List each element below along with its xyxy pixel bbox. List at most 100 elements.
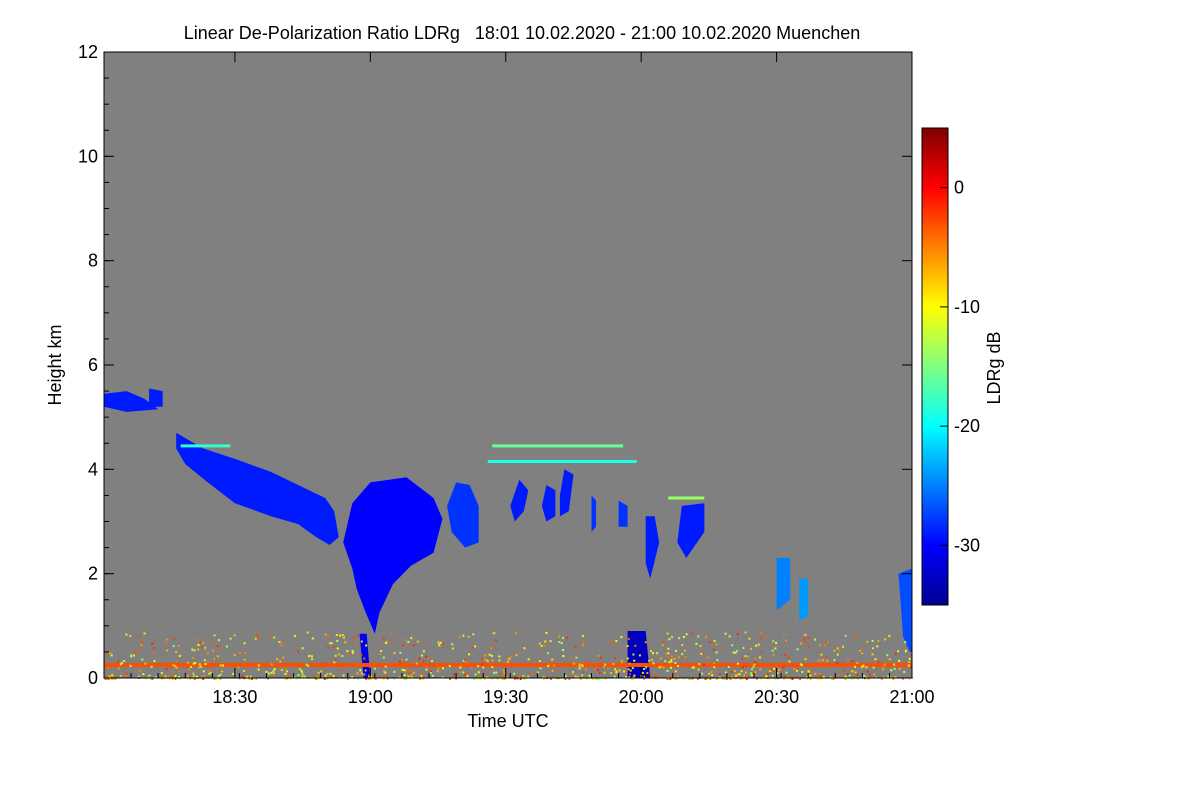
speckle-point — [586, 678, 589, 680]
speckle-point — [789, 677, 792, 680]
speckle-point — [759, 668, 762, 671]
speckle-point — [458, 635, 461, 638]
speckle-point — [819, 644, 822, 647]
speckle-point — [682, 677, 685, 680]
speckle-point — [198, 663, 201, 666]
speckle-point — [735, 674, 738, 677]
speckle-point — [706, 656, 709, 659]
speckle-point — [809, 674, 812, 677]
speckle-point — [627, 637, 630, 640]
speckle-point — [411, 676, 413, 679]
layer-surface-layer-4 — [104, 663, 912, 667]
speckle-point — [270, 671, 273, 674]
speckle-point — [578, 664, 581, 667]
speckle-point — [485, 658, 488, 661]
speckle-point — [338, 653, 341, 656]
speckle-point — [179, 677, 182, 680]
speckle-point — [186, 675, 189, 678]
speckle-point — [766, 636, 769, 639]
speckle-point — [615, 670, 618, 673]
speckle-point — [742, 647, 745, 649]
speckle-point — [851, 670, 854, 673]
speckle-point — [436, 666, 439, 669]
speckle-point — [327, 634, 330, 637]
speckle-point — [750, 647, 753, 650]
speckle-point — [698, 663, 701, 666]
speckle-point — [631, 677, 634, 680]
speckle-point — [644, 641, 647, 644]
speckle-point — [775, 642, 778, 644]
speckle-point — [538, 660, 541, 663]
speckle-point — [282, 656, 285, 659]
speckle-point — [245, 675, 248, 678]
speckle-point — [202, 670, 205, 673]
speckle-point — [201, 646, 203, 649]
speckle-point — [670, 655, 673, 658]
speckle-point — [804, 633, 807, 636]
speckle-point — [195, 675, 198, 678]
speckle-point — [861, 651, 863, 654]
speckle-point — [482, 666, 485, 669]
speckle-point — [152, 647, 155, 650]
speckle-point — [766, 673, 769, 676]
speckle-point — [409, 669, 412, 671]
speckle-point — [866, 640, 869, 643]
speckle-point — [191, 657, 194, 660]
speckle-point — [341, 635, 344, 638]
speckle-point — [110, 677, 113, 680]
speckle-point — [882, 668, 884, 671]
speckle-point — [175, 660, 178, 663]
speckle-point — [545, 631, 548, 634]
speckle-point — [627, 668, 630, 671]
speckle-point — [621, 659, 623, 662]
speckle-point — [754, 661, 757, 664]
speckle-point — [788, 656, 790, 659]
speckle-point — [306, 631, 309, 634]
speckle-point — [903, 671, 906, 673]
speckle-point — [848, 674, 851, 677]
speckle-point — [333, 645, 336, 648]
speckle-point — [871, 640, 874, 642]
speckle-point — [459, 666, 462, 669]
speckle-point — [351, 649, 354, 652]
speckle-point — [144, 662, 147, 665]
speckle-point — [549, 640, 552, 643]
speckle-point — [744, 675, 747, 678]
speckle-point — [669, 678, 672, 680]
speckle-point — [582, 671, 584, 674]
speckle-point — [558, 641, 561, 644]
speckle-point — [119, 663, 122, 666]
speckle-point — [346, 650, 349, 653]
speckle-point — [713, 666, 716, 669]
speckle-point — [868, 673, 871, 676]
speckle-point — [363, 658, 366, 660]
speckle-point — [189, 665, 192, 668]
speckle-point — [270, 663, 273, 666]
speckle-point — [847, 658, 849, 661]
speckle-point — [810, 670, 813, 673]
layer-mid-level-streak-2 — [487, 460, 637, 463]
speckle-point — [506, 661, 509, 664]
speckle-point — [218, 639, 220, 642]
speckle-point — [346, 677, 349, 680]
speckle-point — [222, 664, 224, 667]
speckle-point — [894, 676, 897, 679]
speckle-point — [807, 636, 810, 639]
speckle-point — [865, 666, 868, 669]
speckle-point — [905, 649, 907, 652]
speckle-point — [194, 662, 197, 664]
speckle-point — [783, 675, 786, 678]
speckle-point — [442, 642, 445, 645]
speckle-point — [314, 678, 317, 680]
speckle-point — [357, 677, 360, 680]
speckle-point — [513, 672, 516, 675]
speckle-point — [581, 665, 584, 668]
cloud-region-virga-column-2 — [618, 500, 628, 527]
speckle-point — [148, 674, 151, 677]
speckle-point — [610, 672, 613, 674]
speckle-point — [410, 673, 413, 676]
speckle-point — [491, 654, 493, 657]
cloud-region-virga-column-3 — [645, 516, 660, 579]
speckle-point — [744, 665, 747, 668]
speckle-point — [695, 642, 698, 645]
